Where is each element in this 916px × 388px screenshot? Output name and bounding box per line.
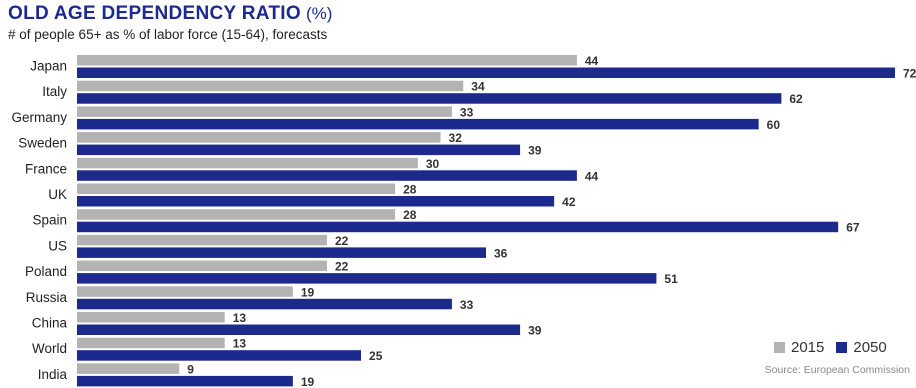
bar-india-2015	[77, 363, 180, 374]
data-label-spain-2050: 67	[846, 221, 860, 235]
bar-india-2050	[77, 375, 293, 387]
bar-china-2015	[77, 312, 225, 323]
chart-title-text: OLD AGE DEPENDENCY RATIO	[8, 3, 301, 24]
bar-uk-2050	[77, 196, 555, 207]
bar-china-2050	[77, 324, 521, 335]
bar-italy-2015	[77, 80, 464, 92]
data-label-uk-2050: 42	[562, 195, 576, 209]
legend-item-2015: 2015	[774, 339, 824, 356]
bar-us-2050	[77, 247, 486, 258]
category-label-russia: Russia	[26, 290, 68, 305]
bar-sweden-2050	[77, 144, 521, 156]
data-label-china-2050: 39	[528, 324, 542, 338]
data-label-us-2050: 36	[494, 246, 508, 260]
data-label-india-2015: 9	[187, 362, 194, 376]
chart-subtitle: # of people 65+ as % of labor force (15-…	[8, 27, 328, 42]
bar-poland-2050	[77, 273, 657, 284]
data-label-russia-2015: 19	[301, 285, 315, 299]
bar-germany-2015	[77, 106, 452, 117]
legend-item-2050: 2050	[836, 339, 887, 356]
bar-us-2015	[77, 234, 327, 246]
category-label-china: China	[32, 316, 68, 331]
data-label-sweden-2015: 32	[449, 131, 463, 145]
bar-japan-2050	[77, 67, 895, 78]
data-label-uk-2015: 28	[403, 183, 417, 197]
category-label-italy: Italy	[42, 84, 67, 99]
category-label-spain: Spain	[32, 213, 67, 228]
category-label-us: US	[48, 238, 67, 253]
bar-germany-2050	[77, 118, 759, 130]
category-label-uk: UK	[48, 187, 67, 202]
legend-swatch-2050	[836, 342, 848, 353]
data-label-russia-2050: 33	[460, 298, 474, 312]
data-label-world-2015: 13	[233, 337, 247, 351]
bar-spain-2050	[77, 221, 839, 233]
bar-russia-2050	[77, 298, 452, 310]
bar-poland-2015	[77, 260, 327, 272]
chart-title-unit: (%)	[305, 4, 333, 23]
data-label-germany-2015: 33	[460, 105, 474, 119]
category-label-india: India	[38, 367, 68, 382]
legend: 2015 2050	[774, 339, 899, 356]
source-note: Source: European Commission	[764, 364, 910, 376]
bar-france-2050	[77, 170, 577, 181]
legend-label-2050: 2050	[853, 339, 887, 356]
bar-france-2015	[77, 157, 418, 169]
data-label-france-2050: 44	[585, 169, 599, 183]
data-label-japan-2050: 72	[903, 67, 916, 81]
bar-russia-2015	[77, 286, 293, 297]
data-label-italy-2015: 34	[471, 80, 485, 94]
data-label-poland-2015: 22	[335, 260, 349, 274]
data-label-world-2050: 25	[369, 349, 383, 363]
category-label-france: France	[25, 161, 67, 176]
data-label-spain-2015: 28	[403, 208, 417, 222]
bar-world-2015	[77, 337, 225, 349]
data-label-germany-2050: 60	[767, 118, 781, 132]
data-label-italy-2050: 62	[789, 92, 803, 106]
data-label-japan-2015: 44	[585, 54, 599, 68]
legend-label-2015: 2015	[791, 339, 825, 356]
data-label-france-2015: 30	[426, 157, 440, 171]
data-label-poland-2050: 51	[664, 272, 678, 286]
data-label-china-2015: 13	[233, 311, 247, 325]
bar-italy-2050	[77, 93, 782, 104]
legend-swatch-2015	[774, 342, 785, 353]
data-label-sweden-2050: 39	[528, 144, 542, 158]
bar-sweden-2015	[77, 132, 441, 143]
bar-world-2050	[77, 350, 362, 361]
data-label-india-2050: 19	[301, 375, 315, 388]
category-label-world: World	[32, 341, 67, 356]
data-label-us-2015: 22	[335, 234, 349, 248]
bar-spain-2015	[77, 209, 396, 220]
category-label-japan: Japan	[30, 59, 67, 74]
bar-japan-2015	[77, 55, 577, 66]
category-label-poland: Poland	[25, 264, 67, 279]
category-label-germany: Germany	[11, 110, 67, 125]
category-label-sweden: Sweden	[18, 136, 67, 151]
bar-uk-2015	[77, 183, 396, 194]
chart-title: OLD AGE DEPENDENCY RATIO (%)	[8, 3, 332, 25]
